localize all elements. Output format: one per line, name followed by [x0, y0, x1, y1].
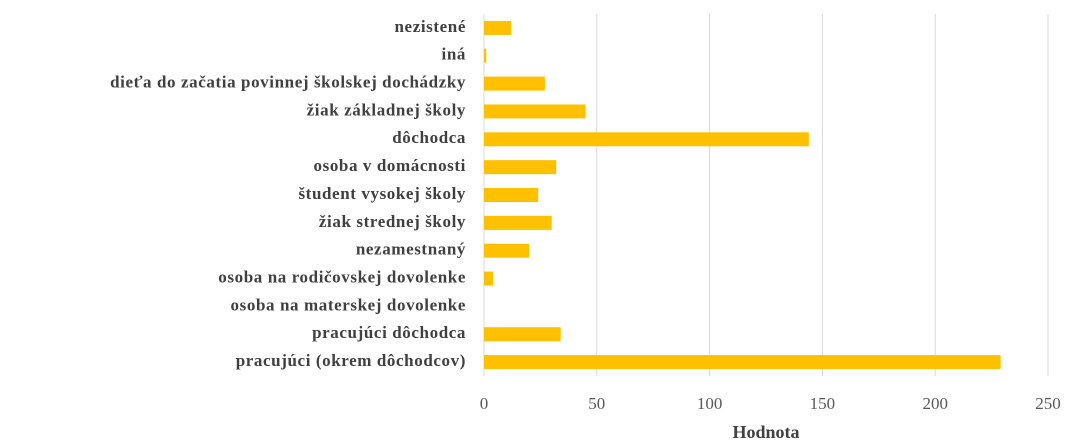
x-tick-label: 50 — [588, 394, 605, 413]
bar — [484, 132, 809, 147]
y-tick-label: nezamestnaný — [356, 240, 466, 259]
bar — [484, 327, 561, 342]
y-tick-label: dieťa do začatia povinnej školskej dochá… — [110, 73, 466, 92]
x-tick-label: 250 — [1035, 394, 1061, 413]
x-tick-label: 150 — [810, 394, 836, 413]
y-tick-label: pracujúci (okrem dôchodcov) — [236, 351, 466, 370]
y-tick-label: pracujúci dôchodca — [312, 323, 466, 342]
bar — [484, 355, 1001, 370]
bar — [484, 243, 530, 258]
y-tick-label: nezistené — [395, 17, 467, 36]
y-tick-label: žiak strednej školy — [319, 212, 466, 231]
y-tick-label: študent vysokej školy — [298, 184, 466, 203]
x-tick-label: 0 — [480, 394, 489, 413]
bar — [484, 20, 512, 35]
bar — [484, 48, 487, 63]
bar — [484, 215, 552, 230]
x-tick-label: 200 — [922, 394, 948, 413]
bar — [484, 104, 586, 119]
x-axis-title: Hodnota — [732, 422, 799, 442]
x-tick-label: 100 — [697, 394, 723, 413]
y-tick-label: osoba na rodičovskej dovolenke — [218, 267, 466, 286]
bar — [484, 160, 557, 175]
bar — [484, 188, 539, 202]
y-tick-label: žiak základnej školy — [307, 100, 466, 119]
y-tick-label: osoba na materskej dovolenke — [231, 295, 466, 314]
y-tick-label: dôchodca — [392, 128, 466, 147]
y-tick-label: osoba v domácnosti — [314, 156, 467, 175]
bar — [484, 76, 545, 91]
y-tick-label: iná — [442, 45, 466, 64]
bar — [484, 271, 494, 286]
